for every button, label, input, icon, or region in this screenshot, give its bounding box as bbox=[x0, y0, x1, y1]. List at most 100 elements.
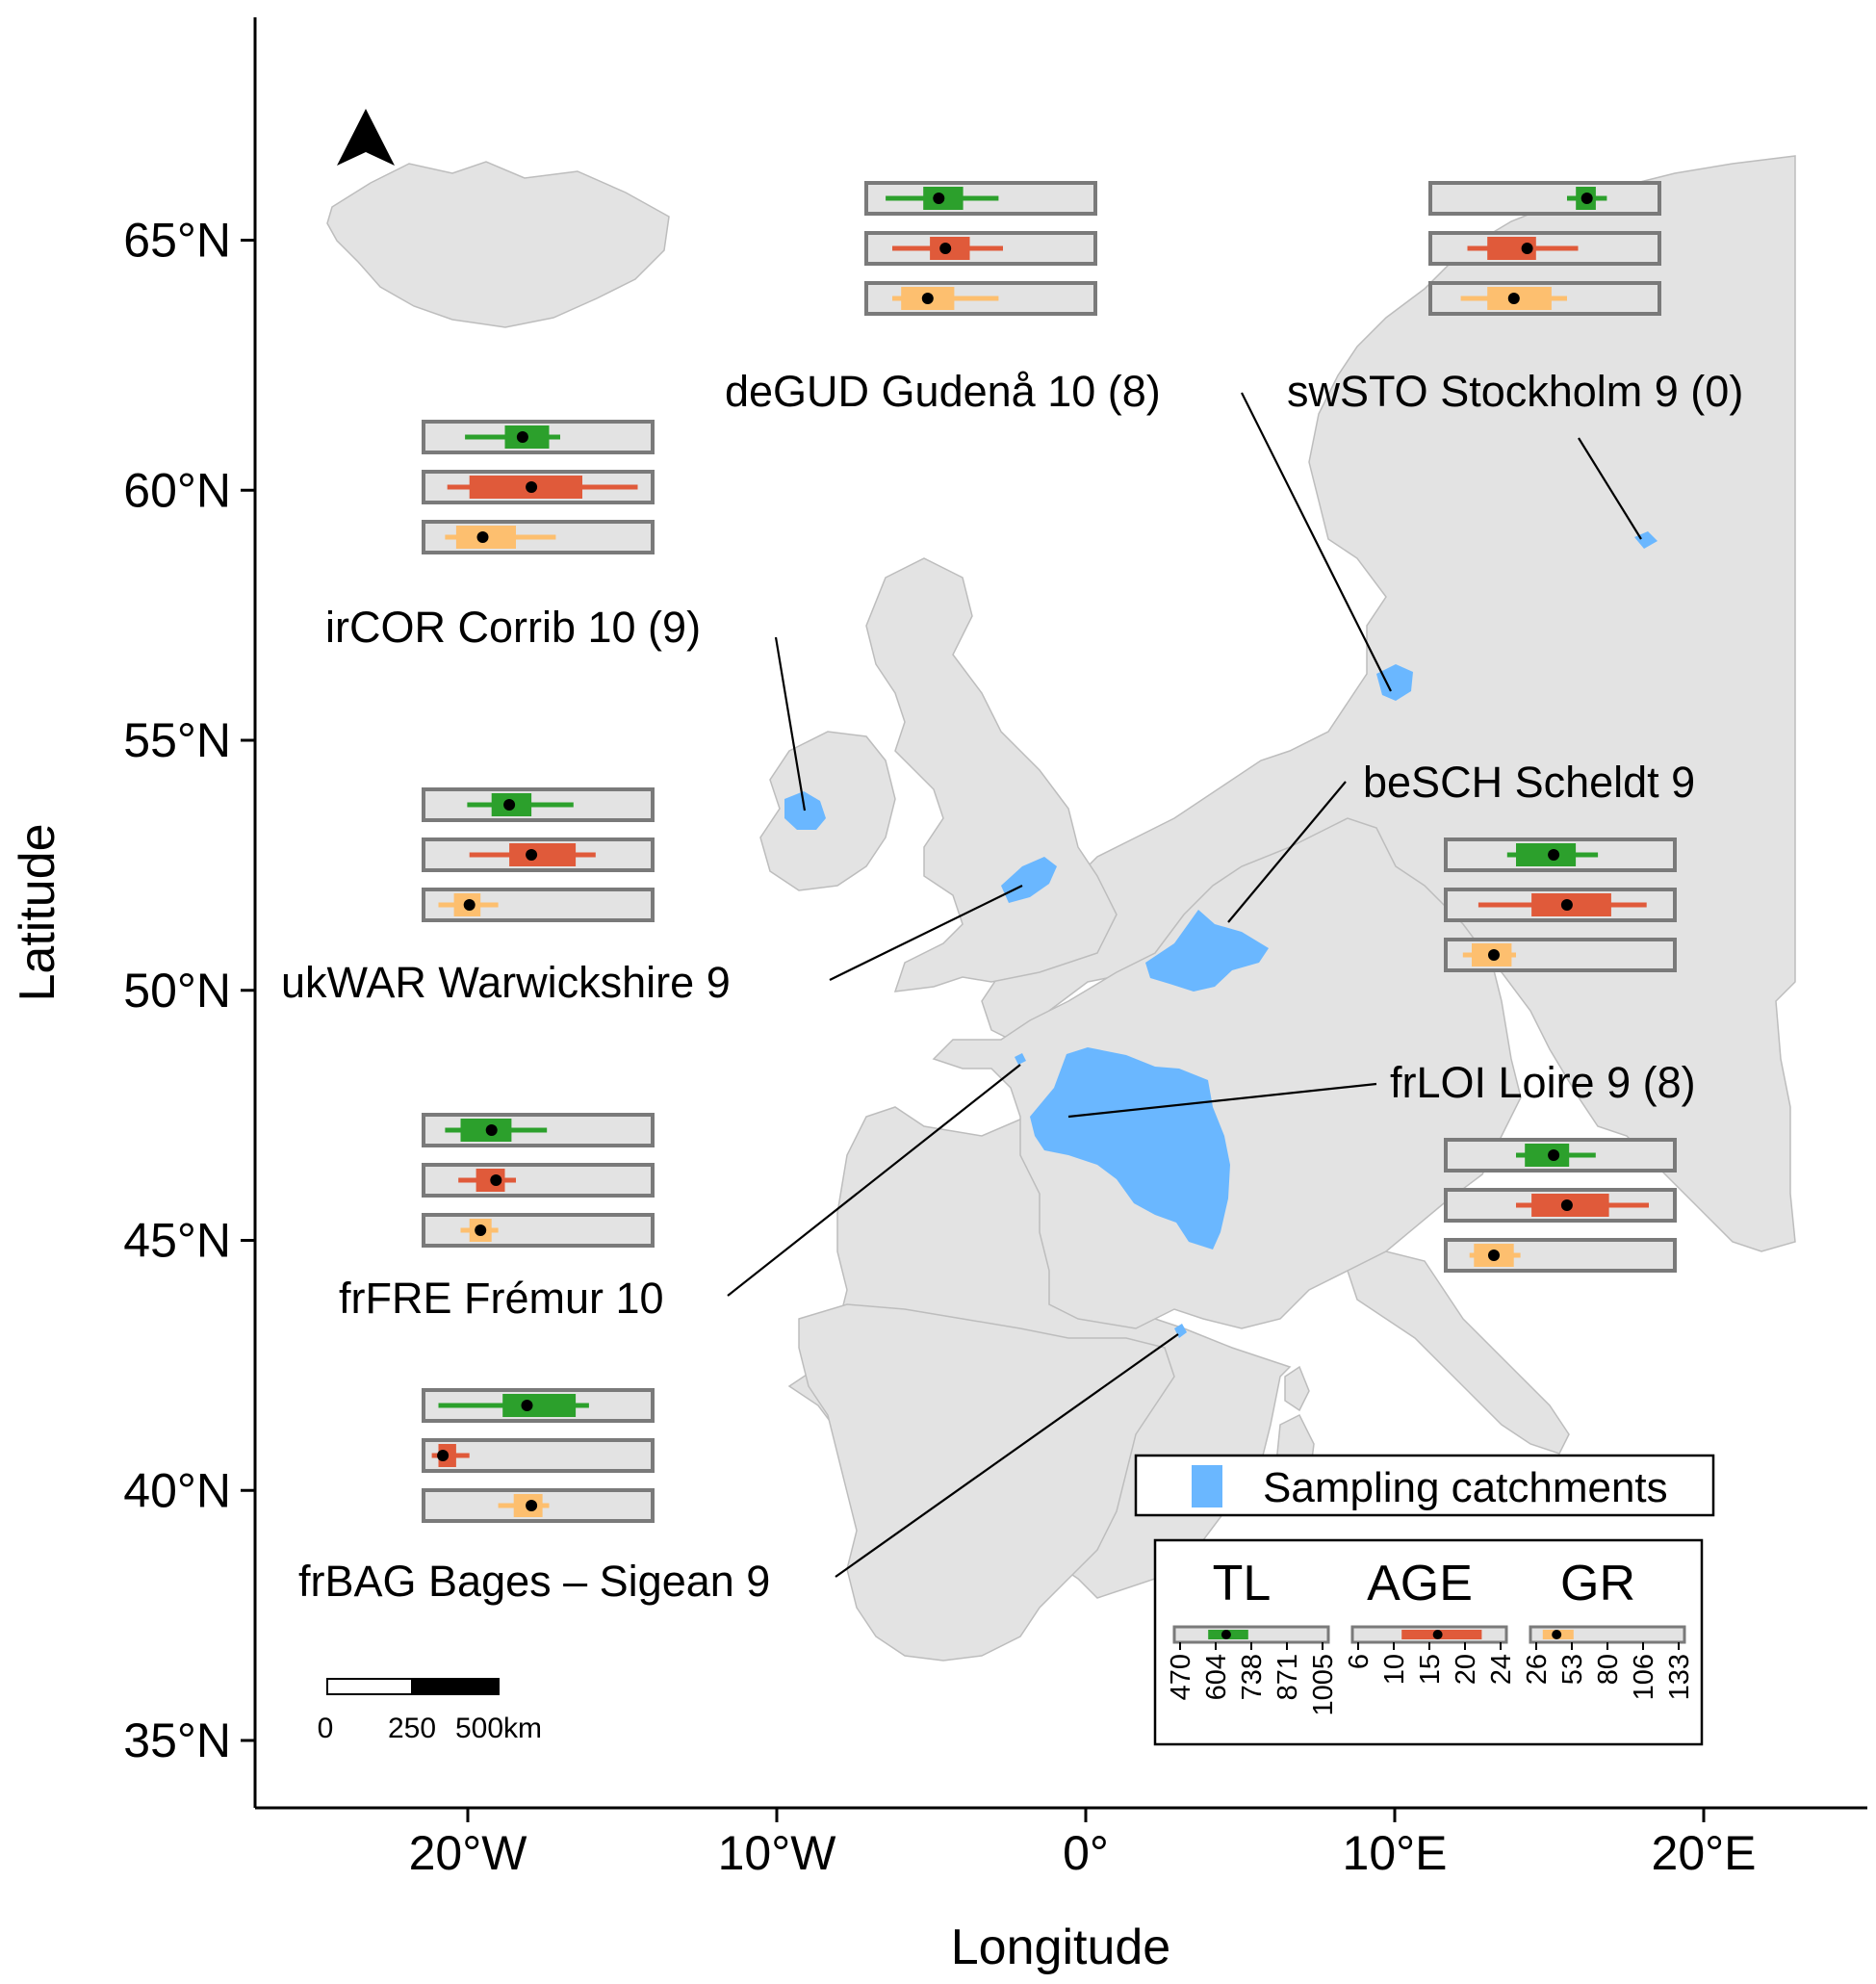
median-point-age bbox=[490, 1174, 502, 1186]
site-panels bbox=[422, 181, 1677, 1523]
site-label-stockholm: swSTO Stockholm 9 (0) bbox=[1287, 367, 1743, 416]
legend-title-tl: TL bbox=[1213, 1556, 1272, 1611]
legend-tick-label: 24 bbox=[1486, 1654, 1517, 1685]
legend-tick-label: 738 bbox=[1237, 1654, 1268, 1700]
legend-tick-label: 1005 bbox=[1308, 1654, 1339, 1716]
legend-tick-label: 604 bbox=[1201, 1654, 1232, 1700]
legend-tick-label: 80 bbox=[1593, 1654, 1624, 1685]
iqr-box-tl bbox=[1516, 843, 1577, 866]
x-axis-title: Longitude bbox=[951, 1920, 1170, 1975]
leader-lines bbox=[727, 392, 1642, 1578]
site-panel bbox=[422, 420, 655, 554]
scale-label-0: 0 bbox=[318, 1713, 334, 1744]
legend-tick-label: 10 bbox=[1379, 1654, 1410, 1685]
legend-tick-label: 26 bbox=[1522, 1654, 1553, 1685]
median-point-age bbox=[526, 481, 538, 493]
scale-label-500: 500km bbox=[455, 1713, 542, 1744]
site-label-fremur: frFRE Frémur 10 bbox=[339, 1274, 664, 1323]
median-point-gr bbox=[1507, 293, 1520, 304]
land-iberia bbox=[798, 1303, 1175, 1662]
legend-tick-label: 6 bbox=[1344, 1654, 1375, 1669]
box-frame-age bbox=[422, 1163, 655, 1198]
legend-title-gr: GR bbox=[1560, 1556, 1635, 1611]
leader-warwickshire bbox=[829, 885, 1023, 981]
land-ireland bbox=[759, 731, 896, 891]
median-point-gr bbox=[526, 1500, 538, 1511]
site-panel bbox=[1444, 1138, 1677, 1273]
leader-fremur bbox=[727, 1064, 1021, 1297]
box-frame-tl bbox=[1428, 181, 1661, 216]
x-axis-ticks: 20°W 10°W 0° 10°E 20°E bbox=[409, 1808, 1757, 1880]
leader-stockholm bbox=[1578, 437, 1642, 540]
leader-corrib bbox=[774, 636, 807, 812]
legend-tick-label: 106 bbox=[1629, 1654, 1659, 1700]
median-point-age bbox=[939, 243, 952, 254]
legend-catchments-box bbox=[1134, 1454, 1715, 1517]
axes: 35°N 40°N 45°N 50°N 55°N 60°N 65°N 20°W 10°W 0° 1… bbox=[10, 17, 1867, 1975]
x-tick-label: 10°W bbox=[718, 1826, 837, 1880]
y-tick-label: 35°N bbox=[123, 1713, 231, 1767]
site-labels: deGUD Gudenå 10 (8) swSTO Stockholm 9 (0… bbox=[281, 367, 1743, 1606]
catchment-fremur bbox=[1015, 1053, 1026, 1065]
median-point-gr bbox=[921, 293, 934, 304]
catchment-scheldt bbox=[1145, 910, 1269, 992]
median-point-gr bbox=[475, 1224, 487, 1236]
median-point-gr bbox=[1488, 1250, 1500, 1261]
iqr-box-tl bbox=[502, 1394, 577, 1417]
legend-tick-label: 871 bbox=[1272, 1654, 1303, 1700]
median-point-age bbox=[526, 849, 538, 861]
scale-bar-white bbox=[326, 1678, 413, 1695]
legend-catchments-label: Sampling catchments bbox=[1263, 1464, 1668, 1511]
catchment-loire bbox=[1030, 1047, 1230, 1250]
site-label-bages: frBAG Bages – Sigean 9 bbox=[298, 1557, 770, 1606]
leader-bages bbox=[835, 1333, 1179, 1578]
catchment-gudena bbox=[1376, 664, 1413, 701]
catchment-warwickshire bbox=[1001, 857, 1057, 903]
site-label-loire: frLOI Loire 9 (8) bbox=[1390, 1058, 1696, 1107]
median-point-tl bbox=[1548, 1149, 1560, 1161]
legend-tick-label: 133 bbox=[1664, 1654, 1695, 1700]
legend-tick-label: 20 bbox=[1451, 1654, 1481, 1685]
median-point-age bbox=[1521, 243, 1533, 254]
site-panel bbox=[864, 181, 1097, 316]
median-point-age bbox=[1560, 899, 1573, 911]
land-corsica bbox=[1284, 1365, 1310, 1412]
land-masses bbox=[326, 155, 1796, 1662]
legend-title-age: AGE bbox=[1367, 1556, 1473, 1611]
y-tick-label: 55°N bbox=[123, 713, 231, 767]
leader-gudena bbox=[1241, 392, 1392, 692]
median-point-age bbox=[1560, 1199, 1573, 1211]
site-label-corrib: irCOR Corrib 10 (9) bbox=[325, 603, 701, 652]
iqr-box-age bbox=[509, 843, 577, 866]
x-tick-label: 10°E bbox=[1343, 1826, 1448, 1880]
site-label-warwickshire: ukWAR Warwickshire 9 bbox=[281, 958, 731, 1007]
median-point-tl bbox=[485, 1124, 498, 1136]
y-tick-label: 50°N bbox=[123, 964, 231, 1018]
scale-label-250: 250 bbox=[388, 1713, 436, 1744]
scale-bar-black bbox=[411, 1678, 500, 1695]
y-tick-label: 65°N bbox=[123, 214, 231, 268]
median-point-tl bbox=[1580, 193, 1593, 204]
site-panel bbox=[1428, 181, 1661, 316]
median-point-tl bbox=[933, 193, 945, 204]
legend-tick-label: 470 bbox=[1166, 1654, 1196, 1700]
iqr-box-tl bbox=[1525, 1144, 1570, 1167]
site-label-gudena: deGUD Gudenå 10 (8) bbox=[725, 367, 1161, 416]
land-iceland bbox=[326, 161, 670, 328]
catchment-corrib bbox=[784, 791, 826, 830]
legend-median-tl bbox=[1221, 1630, 1231, 1639]
site-panel bbox=[422, 787, 655, 922]
leader-scheldt bbox=[1227, 781, 1347, 923]
x-tick-label: 20°E bbox=[1652, 1826, 1757, 1880]
y-tick-label: 60°N bbox=[123, 463, 231, 517]
land-italy bbox=[1347, 1250, 1570, 1455]
legend-catchments-swatch bbox=[1192, 1465, 1222, 1507]
leader-loire bbox=[1067, 1082, 1377, 1119]
legend-tick-label: 53 bbox=[1557, 1654, 1588, 1685]
site-panel bbox=[422, 1113, 655, 1248]
median-point-tl bbox=[516, 431, 528, 443]
site-label-scheldt: beSCH Scheldt 9 bbox=[1363, 758, 1695, 807]
legend-median-age bbox=[1432, 1630, 1443, 1639]
scale-bar: 0 250 500km bbox=[318, 1678, 542, 1744]
